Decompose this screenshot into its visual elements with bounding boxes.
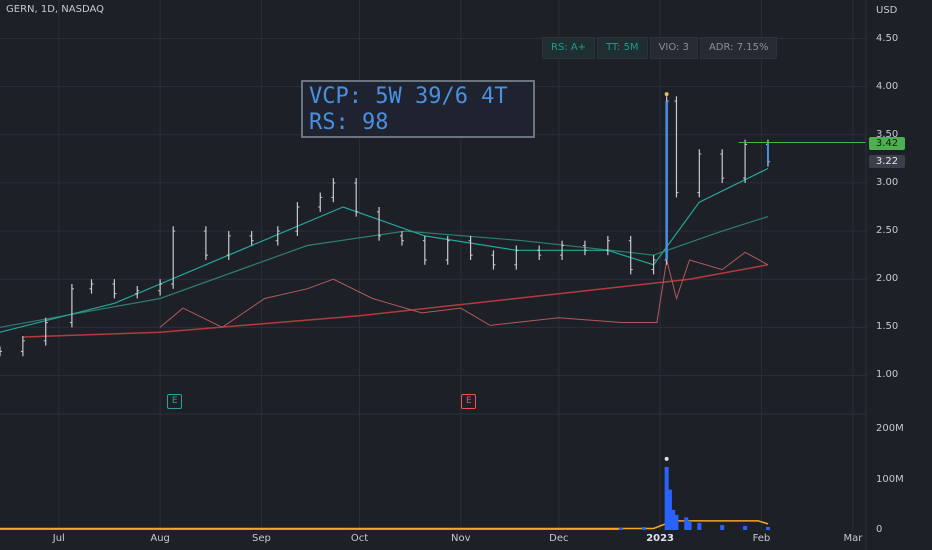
adr-badge: ADR: 7.15%	[699, 37, 778, 59]
volume-tick-label: 200M	[876, 423, 904, 435]
x-tick-label: Aug	[150, 533, 170, 544]
volume-spike-marker	[664, 456, 669, 461]
vio-badge: VIO: 3	[649, 37, 698, 59]
volume-baseline	[0, 528, 621, 530]
volume-average-path	[0, 520, 769, 530]
price-bars	[0, 92, 770, 357]
y-tick-label: 1.50	[876, 321, 899, 333]
vcp-line: VCP: 5W 39/6 4T	[309, 84, 508, 109]
volume-bar	[687, 520, 692, 530]
volume-bar	[664, 466, 669, 530]
volume-bar	[641, 526, 646, 530]
x-tick-label: Feb	[752, 533, 771, 544]
volume-bar	[684, 517, 689, 530]
rs-line-text: RS: 98	[309, 110, 389, 135]
sma50-path	[0, 216, 769, 328]
rs-badge: RS: A+	[542, 37, 596, 59]
y-tick-label: 4.50	[876, 32, 899, 44]
volume-bar	[667, 489, 672, 530]
ema21-path	[0, 167, 769, 333]
currency-label: USD	[876, 5, 898, 16]
volume-bar	[618, 527, 623, 530]
y-tick-label: 2.50	[876, 225, 899, 237]
volume-bar	[697, 522, 702, 530]
volume-tick-label: 0	[876, 524, 883, 535]
high-marker	[664, 92, 669, 97]
x-tick-label: Mar	[843, 533, 863, 544]
earnings-marker[interactable]: E	[167, 394, 183, 409]
vcp-annotation[interactable]: VCP: 5W 39/6 4T RS: 98	[301, 80, 535, 138]
y-tick-label: 2.00	[876, 273, 899, 285]
rs-line	[159, 251, 769, 328]
current-price-tag: 3.22	[869, 155, 905, 168]
volume-bars	[0, 456, 770, 530]
x-tick-label: Nov	[451, 533, 471, 544]
x-tick-label: Sep	[251, 533, 271, 544]
sma200-path	[22, 264, 769, 338]
last-price-tag: 3.42	[869, 137, 905, 150]
y-tick-label: 3.00	[876, 176, 899, 188]
volume-bar	[671, 509, 676, 530]
symbol-label: GERN, 1D, NASDAQ	[6, 4, 105, 15]
y-tick-label: 3.50	[876, 128, 899, 140]
rs-path	[159, 251, 769, 328]
volume-bar	[765, 526, 770, 530]
ema21-line	[0, 167, 769, 333]
x-tick-label: Oct	[350, 533, 369, 544]
y-tick-label: 4.00	[876, 80, 899, 92]
volume-tick-label: 100M	[876, 473, 904, 485]
volume-bar	[743, 525, 748, 530]
x-tick-label: 2023	[646, 533, 675, 544]
x-tick-label: Jul	[52, 533, 65, 544]
volume-average	[0, 520, 769, 530]
earnings-marker[interactable]: E	[461, 394, 477, 409]
volume-bar	[674, 514, 679, 530]
sma200-line	[22, 264, 769, 338]
y-tick-label: 1.00	[876, 369, 899, 381]
x-tick-label: Dec	[549, 533, 569, 544]
sma50-line	[0, 216, 769, 328]
volume-bar	[720, 524, 725, 530]
tt-badge: TT: 5M	[597, 37, 648, 59]
indicator-badges: RS: A+ TT: 5M VIO: 3 ADR: 7.15%	[542, 37, 778, 59]
